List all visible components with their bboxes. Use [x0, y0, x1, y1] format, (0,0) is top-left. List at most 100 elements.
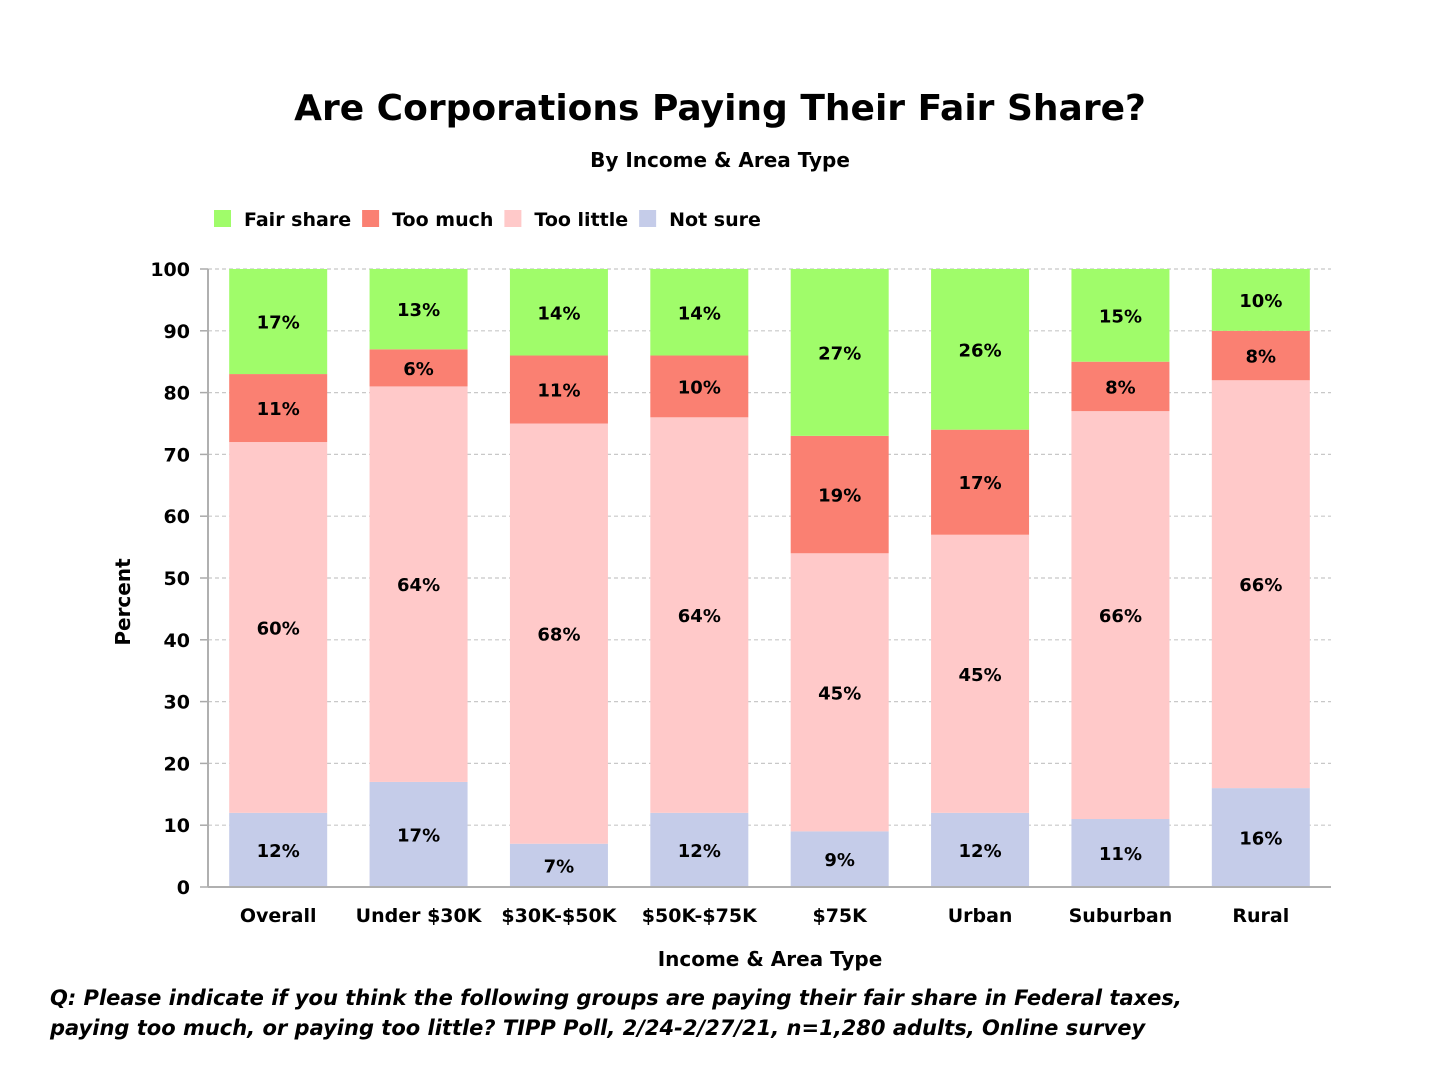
data-label-too-much: 11%: [257, 399, 300, 420]
footnote-line-2: paying too much, or paying too little? T…: [49, 1016, 1146, 1040]
data-label-too-little: 66%: [1239, 575, 1282, 596]
bar-segment-not-sure: [509, 843, 608, 887]
y-tick-label: 20: [164, 753, 190, 775]
x-axis-label: Income & Area Type: [658, 947, 883, 971]
gridlines: [208, 268, 1331, 826]
y-tick-label: 100: [150, 259, 190, 281]
data-label-fair-share: 15%: [1099, 306, 1142, 327]
chart-subtitle: By Income & Area Type: [590, 148, 850, 172]
data-label-too-little: 45%: [818, 683, 861, 704]
bar-stack: 7% 68% 11% 14%: [509, 269, 608, 887]
bar-segment-fair-share: [790, 269, 889, 436]
data-label-too-much: 6%: [403, 359, 434, 380]
data-label-too-much: 19%: [818, 486, 861, 507]
bar-segment-fair-share: [650, 269, 749, 356]
data-label-fair-share: 27%: [818, 343, 861, 364]
x-tick-label: Rural: [1232, 905, 1289, 927]
x-tick-label: $75K: [812, 905, 868, 927]
data-label-too-much: 17%: [959, 473, 1002, 494]
y-tick-label: 70: [164, 444, 190, 466]
data-label-too-little: 68%: [537, 625, 580, 646]
data-label-too-much: 8%: [1246, 347, 1277, 368]
data-label-fair-share: 14%: [537, 303, 580, 324]
legend-item-too-much: Too much: [362, 209, 493, 231]
bar-segment-too-much: [369, 349, 468, 387]
bar-segment-fair-share: [369, 269, 468, 350]
y-tick-label: 50: [164, 568, 190, 590]
bar-segment-too-little: [369, 386, 468, 782]
legend-swatch: [362, 210, 380, 227]
legend-label: Fair share: [244, 209, 351, 231]
bar-segment-not-sure: [1211, 788, 1310, 887]
chart-title: Are Corporations Paying Their Fair Share…: [294, 88, 1146, 129]
y-tick-label: 60: [164, 506, 190, 528]
bar-stack: 16% 66% 8% 10%: [1211, 269, 1310, 887]
data-label-fair-share: 13%: [397, 300, 440, 321]
bar-segment-too-much: [509, 355, 608, 424]
y-tick-label: 30: [164, 692, 190, 714]
x-tick-label: Overall: [240, 905, 317, 927]
data-label-too-much: 10%: [678, 377, 721, 398]
y-axis-label: Percent: [111, 558, 135, 646]
bar-segment-too-much: [790, 435, 889, 554]
legend-swatch: [639, 210, 657, 227]
data-label-not-sure: 11%: [1099, 844, 1142, 865]
bar-stack: 11% 66% 8% 15%: [1071, 269, 1170, 887]
bar-stack: 12% 60% 11% 17%: [229, 269, 328, 887]
legend: Fair share Too much Too little Not sure: [214, 209, 761, 231]
data-label-not-sure: 7%: [544, 856, 575, 877]
data-label-fair-share: 26%: [959, 340, 1002, 361]
legend-item-fair-share: Fair share: [214, 209, 351, 231]
x-tick-label: Suburban: [1069, 905, 1173, 927]
bars: 12% 60% 11% 17% 17% 64% 6% 13% 7% 68% 11% 14% 12% 64%…: [229, 269, 1310, 887]
legend-label: Too little: [534, 209, 628, 231]
footnote-line-1: Q: Please indicate if you think the foll…: [50, 986, 1182, 1010]
bar-stack: 12% 64% 10% 14%: [650, 269, 749, 887]
data-label-too-little: 64%: [678, 606, 721, 627]
data-label-not-sure: 16%: [1239, 829, 1282, 850]
data-label-fair-share: 17%: [257, 313, 300, 334]
bar-segment-too-much: [1211, 330, 1310, 381]
axes: 0 10 20 30 40 50 60 70 80 90 100 Overall Under $30K $…: [150, 259, 1331, 927]
y-tick-label: 40: [164, 630, 190, 652]
legend-label: Too much: [392, 209, 493, 231]
bar-segment-too-much: [229, 374, 328, 443]
bar-segment-not-sure: [229, 812, 328, 887]
bar-segment-too-much: [650, 355, 749, 418]
bar-segment-too-little: [931, 534, 1030, 813]
x-tick-label: $50K-$75K: [642, 905, 758, 927]
bar-segment-too-little: [650, 417, 749, 813]
x-tick-label: Urban: [948, 905, 1013, 927]
bar-segment-fair-share: [229, 269, 328, 375]
bar-segment-not-sure: [1071, 819, 1170, 887]
legend-item-not-sure: Not sure: [639, 209, 761, 231]
legend-swatch: [504, 210, 522, 227]
bar-stack: 17% 64% 6% 13%: [369, 269, 468, 887]
y-tick-label: 0: [177, 877, 190, 899]
data-label-not-sure: 9%: [824, 850, 855, 871]
y-tick-label: 90: [164, 321, 190, 343]
bar-segment-not-sure: [369, 781, 468, 887]
y-tick-label: 80: [164, 383, 190, 405]
bar-stack: 9% 45% 19% 27%: [790, 269, 889, 887]
bar-segment-fair-share: [509, 269, 608, 356]
data-label-not-sure: 12%: [257, 841, 300, 862]
bar-segment-fair-share: [1211, 269, 1310, 331]
bar-segment-too-little: [509, 423, 608, 844]
data-label-not-sure: 17%: [397, 825, 440, 846]
bar-segment-too-much: [931, 429, 1030, 535]
data-label-too-little: 45%: [959, 665, 1002, 686]
data-label-not-sure: 12%: [959, 841, 1002, 862]
data-label-too-little: 60%: [257, 618, 300, 639]
legend-label: Not sure: [669, 209, 761, 231]
x-tick-label: $30K-$50K: [501, 905, 617, 927]
y-tick-label: 10: [164, 815, 190, 837]
data-label-too-much: 8%: [1105, 377, 1136, 398]
legend-item-too-little: Too little: [504, 209, 628, 231]
data-label-not-sure: 12%: [678, 841, 721, 862]
data-label-too-little: 64%: [397, 575, 440, 596]
bar-segment-too-little: [790, 553, 889, 832]
bar-segment-fair-share: [1071, 269, 1170, 362]
data-label-too-much: 11%: [537, 381, 580, 402]
